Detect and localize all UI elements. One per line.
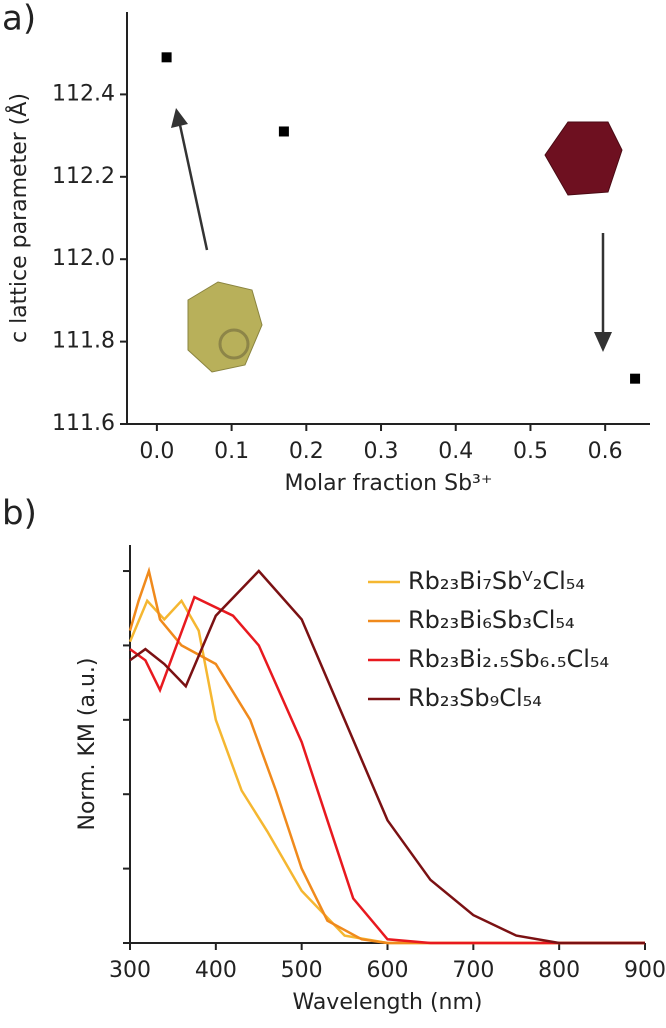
y-axis-label: c lattice parameter (Å) [5, 93, 32, 343]
x-axis-label: Wavelength (nm) [292, 990, 482, 1015]
x-tick-label: 0.4 [438, 439, 473, 464]
line-series [129, 569, 645, 945]
y-tick-label: 112.4 [52, 81, 115, 106]
x-tick-label: 900 [624, 958, 666, 983]
point [278, 126, 289, 137]
y-tick-label: 112.2 [52, 164, 115, 189]
panel-label: b) [2, 494, 37, 534]
x-tick-label: 300 [109, 958, 151, 983]
x-tick-label: 0.2 [289, 439, 324, 464]
y-tick-label: 111.6 [52, 411, 115, 436]
x-tick-label: 500 [281, 958, 323, 983]
x-tick-label: 0.0 [139, 439, 174, 464]
panel-label: a) [2, 0, 36, 39]
y-axis-label: Norm. KM (a.u.) [75, 658, 100, 831]
legend-label: Rb₂₃Bi₂.₅Sb₆.₅Cl₅₄ [408, 645, 609, 673]
x-tick-label: 0.6 [588, 439, 623, 464]
line-series [129, 595, 645, 945]
legend-label: Rb₂₃Bi₇Sbⱽ₂Cl₅₄ [408, 567, 585, 595]
legend-label: Rb₂₃Sb₉Cl₅₄ [408, 684, 542, 712]
x-axis-label: Molar fraction Sb³⁺ [285, 471, 493, 496]
point [630, 373, 641, 384]
x-tick-label: 400 [195, 958, 237, 983]
legend-label: Rb₂₃Bi₆Sb₃Cl₅₄ [408, 606, 575, 634]
x-tick-label: 0.3 [364, 439, 399, 464]
y-tick-label: 111.8 [52, 329, 115, 354]
x-tick-label: 800 [538, 958, 580, 983]
x-tick-label: 0.5 [513, 439, 548, 464]
crystal-red [544, 121, 623, 196]
point [161, 52, 172, 63]
x-tick-label: 0.1 [214, 439, 249, 464]
x-tick-label: 600 [367, 958, 409, 983]
y-tick-label: 112.0 [52, 246, 115, 271]
x-tick-label: 700 [452, 958, 494, 983]
crystal-yellow [187, 281, 263, 373]
arrow [171, 108, 612, 352]
